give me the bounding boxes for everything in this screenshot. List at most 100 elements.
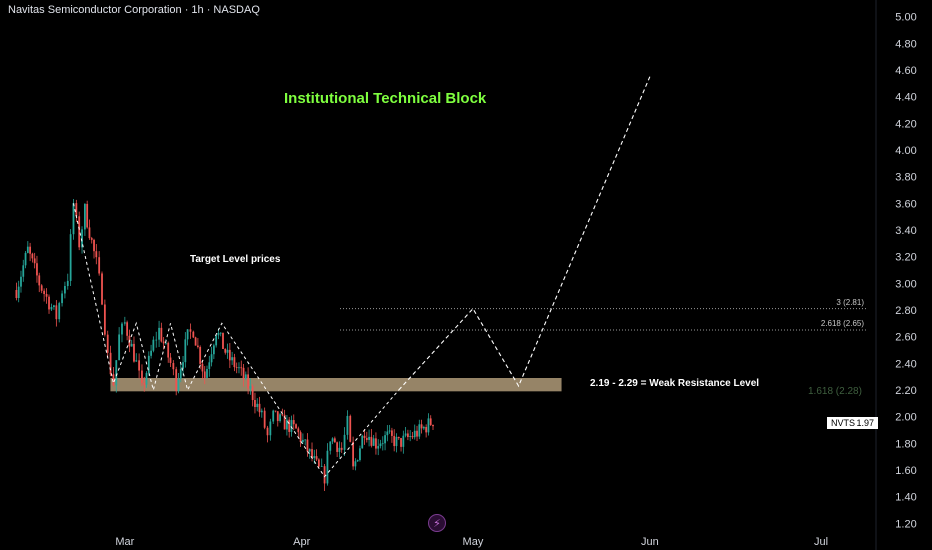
candle xyxy=(304,439,307,446)
candle xyxy=(45,288,48,304)
resistance-level-label: 2.19 - 2.29 = Weak Resistance Level xyxy=(590,378,760,389)
projection-path xyxy=(398,76,651,391)
candle xyxy=(112,367,115,387)
candle xyxy=(226,343,229,359)
candle xyxy=(143,376,146,392)
y-tick-label: 2.80 xyxy=(895,305,916,317)
ticker-price: 1.97 xyxy=(856,418,874,428)
candle xyxy=(422,425,425,431)
candle xyxy=(43,288,46,302)
candle xyxy=(295,423,297,429)
candle xyxy=(391,427,393,443)
candle xyxy=(240,360,243,376)
candle xyxy=(306,433,309,457)
candle xyxy=(290,415,293,437)
candle xyxy=(141,364,143,387)
candle xyxy=(299,430,302,447)
candle xyxy=(118,327,121,361)
candle xyxy=(184,332,187,368)
candle xyxy=(135,353,138,362)
candles xyxy=(15,199,434,491)
candle xyxy=(194,336,197,346)
candle xyxy=(29,242,32,262)
candle xyxy=(182,355,184,376)
fib-label-3: 3 (2.81) xyxy=(836,297,864,307)
y-tick-label: 2.40 xyxy=(895,358,916,370)
candle xyxy=(86,200,89,229)
candle xyxy=(317,458,320,468)
candle xyxy=(169,353,172,368)
candle xyxy=(26,241,29,254)
candle xyxy=(177,372,180,394)
candle xyxy=(286,414,288,436)
candle xyxy=(258,396,261,417)
candle xyxy=(201,360,204,380)
candle xyxy=(147,351,150,376)
candle xyxy=(352,436,355,470)
candle xyxy=(162,337,165,350)
candle xyxy=(409,430,412,442)
candle xyxy=(130,339,133,347)
candle xyxy=(425,424,428,438)
y-tick-label: 1.60 xyxy=(895,465,916,477)
candle xyxy=(281,408,284,417)
y-tick-label: 3.60 xyxy=(895,198,916,210)
candle xyxy=(58,301,61,323)
candle xyxy=(393,429,396,452)
target-level-note: Target Level prices xyxy=(190,254,281,265)
candle xyxy=(106,330,109,359)
candle xyxy=(251,384,254,407)
candle xyxy=(340,442,343,453)
institutional-block-title: Institutional Technical Block xyxy=(284,90,487,107)
candle xyxy=(413,424,416,440)
candle xyxy=(69,229,72,287)
candle xyxy=(152,336,155,353)
candle xyxy=(315,449,318,461)
candle xyxy=(379,439,382,449)
candle xyxy=(172,360,175,376)
candle xyxy=(196,338,199,349)
candle xyxy=(384,431,386,451)
fib-label-2618: 2.618 (2.65) xyxy=(820,319,864,328)
lightning-icon[interactable]: ⚡ xyxy=(428,514,446,532)
candle xyxy=(101,271,103,306)
candle xyxy=(308,448,311,459)
candle xyxy=(83,203,86,236)
candle xyxy=(238,362,240,374)
x-tick-label: May xyxy=(463,536,484,548)
candle xyxy=(61,290,63,307)
candle xyxy=(363,429,366,445)
candle xyxy=(336,441,339,457)
candle xyxy=(320,458,323,467)
candle xyxy=(228,343,231,369)
candle xyxy=(406,429,409,441)
candle xyxy=(22,259,25,282)
candle xyxy=(254,392,256,414)
candle xyxy=(179,363,182,383)
candle xyxy=(231,351,234,365)
candle xyxy=(235,362,238,374)
projection-line xyxy=(398,76,651,391)
candle xyxy=(203,366,206,385)
candle xyxy=(215,334,218,348)
candle xyxy=(224,348,227,355)
candle xyxy=(418,419,421,440)
price-axis: 1.20 1.40 1.60 1.80 2.00 2.20 2.40 2.60 2.80 3.00… xyxy=(895,12,916,531)
candle xyxy=(349,414,352,443)
candle xyxy=(233,353,236,372)
y-tick-label: 1.40 xyxy=(895,492,916,504)
zigzag-lines xyxy=(72,203,400,478)
candle xyxy=(432,424,434,430)
candle xyxy=(64,281,66,299)
candle xyxy=(15,282,18,301)
candle xyxy=(368,429,370,447)
candle xyxy=(210,346,213,367)
candle xyxy=(386,425,389,442)
y-tick-label: 1.20 xyxy=(895,518,916,530)
candle xyxy=(24,250,27,269)
resistance-zone xyxy=(110,378,562,392)
candle xyxy=(186,329,189,346)
candle xyxy=(388,424,391,434)
candle xyxy=(150,344,152,359)
